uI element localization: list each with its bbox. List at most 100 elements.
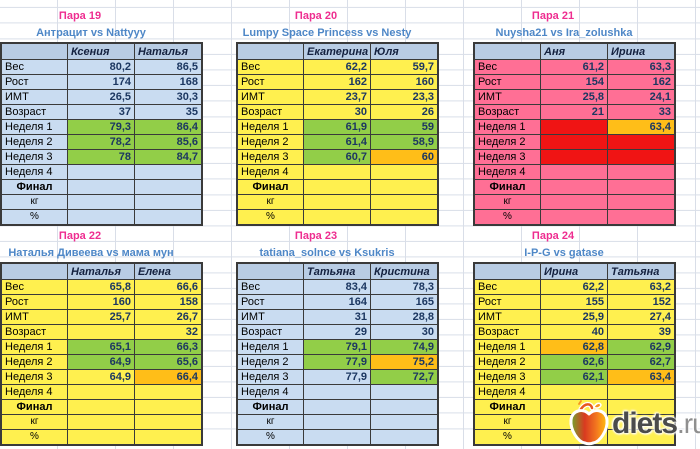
- row-label-cell[interactable]: Вес: [473, 59, 541, 75]
- participant-header[interactable]: Екатерина: [303, 42, 371, 60]
- row-label-cell[interactable]: ИМТ: [0, 89, 68, 105]
- row-label-cell[interactable]: Неделя 3: [236, 149, 304, 165]
- value-cell[interactable]: [607, 209, 676, 226]
- row-label-cell[interactable]: Возраст: [236, 104, 304, 120]
- value-cell[interactable]: 80,2: [67, 59, 135, 75]
- value-cell[interactable]: 62,9: [607, 339, 676, 355]
- pair-matchup[interactable]: I-P-G vs gatase: [524, 247, 604, 259]
- value-cell[interactable]: [67, 384, 135, 400]
- value-cell[interactable]: 65,8: [67, 279, 135, 295]
- participant-header[interactable]: Татьяна: [607, 262, 676, 280]
- row-label-cell[interactable]: кг: [473, 414, 541, 430]
- value-cell[interactable]: 25,8: [540, 89, 608, 105]
- row-label-cell[interactable]: Неделя 3: [0, 149, 68, 165]
- value-cell[interactable]: 77,9: [303, 354, 371, 370]
- value-cell[interactable]: [67, 429, 135, 446]
- value-cell[interactable]: 65,1: [67, 339, 135, 355]
- row-label-cell[interactable]: Неделя 4: [236, 164, 304, 180]
- value-cell[interactable]: 78: [67, 149, 135, 165]
- value-cell[interactable]: 35: [134, 104, 203, 120]
- value-cell[interactable]: [303, 384, 371, 400]
- row-label-cell[interactable]: Финал: [473, 399, 541, 415]
- participant-header[interactable]: Наталья: [134, 42, 203, 60]
- corner-cell[interactable]: [0, 42, 68, 60]
- row-label-cell[interactable]: Неделя 4: [236, 384, 304, 400]
- value-cell[interactable]: 72,7: [370, 369, 439, 385]
- row-label-cell[interactable]: Неделя 4: [473, 384, 541, 400]
- value-cell[interactable]: [370, 179, 439, 195]
- value-cell[interactable]: 62,6: [540, 354, 608, 370]
- value-cell[interactable]: [134, 164, 203, 180]
- value-cell[interactable]: [134, 399, 203, 415]
- value-cell[interactable]: 168: [134, 74, 203, 90]
- value-cell[interactable]: [134, 384, 203, 400]
- value-cell[interactable]: [540, 399, 608, 415]
- value-cell[interactable]: 77,9: [303, 369, 371, 385]
- value-cell[interactable]: [607, 149, 676, 165]
- value-cell[interactable]: 39: [607, 324, 676, 340]
- value-cell[interactable]: 62,2: [540, 279, 608, 295]
- row-label-cell[interactable]: %: [473, 209, 541, 226]
- value-cell[interactable]: 63,2: [607, 279, 676, 295]
- row-label-cell[interactable]: Вес: [0, 59, 68, 75]
- row-label-cell[interactable]: Финал: [236, 399, 304, 415]
- row-label-cell[interactable]: ИМТ: [236, 89, 304, 105]
- value-cell[interactable]: [607, 179, 676, 195]
- pair-matchup[interactable]: Наталья Дивеева vs мама мун: [8, 247, 174, 259]
- row-label-cell[interactable]: Рост: [236, 74, 304, 90]
- row-label-cell[interactable]: Неделя 2: [0, 134, 68, 150]
- row-label-cell[interactable]: Неделя 3: [236, 369, 304, 385]
- value-cell[interactable]: 62,7: [607, 354, 676, 370]
- value-cell[interactable]: 63,4: [607, 119, 676, 135]
- value-cell[interactable]: [134, 179, 203, 195]
- value-cell[interactable]: [67, 194, 135, 210]
- row-label-cell[interactable]: ИМТ: [0, 309, 68, 325]
- value-cell[interactable]: [303, 164, 371, 180]
- value-cell[interactable]: 78,3: [370, 279, 439, 295]
- row-label-cell[interactable]: Неделя 1: [0, 119, 68, 135]
- participant-header[interactable]: Ирина: [607, 42, 676, 60]
- row-label-cell[interactable]: Неделя 3: [473, 369, 541, 385]
- row-label-cell[interactable]: %: [473, 429, 541, 446]
- row-label-cell[interactable]: Финал: [0, 399, 68, 415]
- value-cell[interactable]: 66,4: [134, 369, 203, 385]
- row-label-cell[interactable]: Рост: [0, 74, 68, 90]
- participant-header[interactable]: Ирина: [540, 262, 608, 280]
- row-label-cell[interactable]: ИМТ: [473, 309, 541, 325]
- value-cell[interactable]: 66,6: [134, 279, 203, 295]
- value-cell[interactable]: [67, 414, 135, 430]
- participant-header[interactable]: Ксения: [67, 42, 135, 60]
- value-cell[interactable]: 63,4: [607, 369, 676, 385]
- value-cell[interactable]: 62,8: [540, 339, 608, 355]
- value-cell[interactable]: [370, 414, 439, 430]
- value-cell[interactable]: 174: [67, 74, 135, 90]
- value-cell[interactable]: [134, 414, 203, 430]
- value-cell[interactable]: [370, 399, 439, 415]
- row-label-cell[interactable]: Неделя 4: [0, 164, 68, 180]
- row-label-cell[interactable]: Неделя 3: [473, 149, 541, 165]
- value-cell[interactable]: [67, 324, 135, 340]
- value-cell[interactable]: [370, 429, 439, 446]
- row-label-cell[interactable]: Неделя 2: [473, 134, 541, 150]
- row-label-cell[interactable]: Неделя 1: [0, 339, 68, 355]
- value-cell[interactable]: 160: [370, 74, 439, 90]
- value-cell[interactable]: 59,7: [370, 59, 439, 75]
- row-label-cell[interactable]: Вес: [473, 279, 541, 295]
- value-cell[interactable]: 26: [370, 104, 439, 120]
- row-label-cell[interactable]: %: [236, 429, 304, 446]
- value-cell[interactable]: 26,5: [67, 89, 135, 105]
- value-cell[interactable]: 79,1: [303, 339, 371, 355]
- value-cell[interactable]: [540, 164, 608, 180]
- value-cell[interactable]: [540, 179, 608, 195]
- value-cell[interactable]: [303, 194, 371, 210]
- value-cell[interactable]: 62,2: [303, 59, 371, 75]
- value-cell[interactable]: [134, 209, 203, 226]
- value-cell[interactable]: 79,3: [67, 119, 135, 135]
- row-label-cell[interactable]: Неделя 2: [473, 354, 541, 370]
- participant-header[interactable]: Аня: [540, 42, 608, 60]
- value-cell[interactable]: [607, 194, 676, 210]
- value-cell[interactable]: [540, 414, 608, 430]
- value-cell[interactable]: 61,4: [303, 134, 371, 150]
- value-cell[interactable]: [540, 194, 608, 210]
- row-label-cell[interactable]: Возраст: [473, 104, 541, 120]
